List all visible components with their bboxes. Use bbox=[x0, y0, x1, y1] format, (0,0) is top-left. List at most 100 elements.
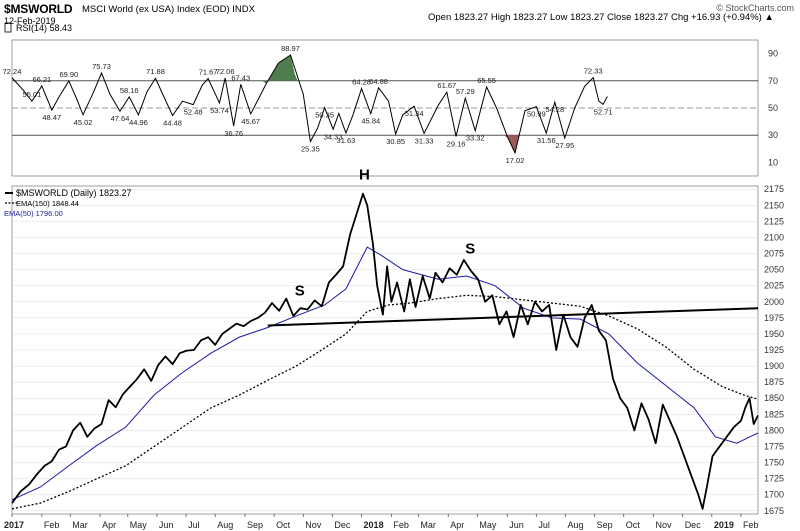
rsi-line bbox=[11, 54, 608, 155]
price-tick-label: 1750 bbox=[764, 458, 784, 468]
price-tick-label: 1900 bbox=[764, 361, 784, 371]
x-tick-label: Feb bbox=[743, 520, 759, 530]
x-tick-label: Jun bbox=[159, 520, 174, 530]
price-tick-label: 1925 bbox=[764, 345, 784, 355]
rsi-value-label: 65.55 bbox=[477, 76, 496, 85]
rsi-value-label: 88.97 bbox=[281, 44, 300, 53]
rsi-value-label: 30.85 bbox=[386, 137, 405, 146]
legend-entry: EMA(150) 1848.44 bbox=[16, 199, 79, 208]
price-tick-label: 1850 bbox=[764, 393, 784, 403]
x-tick-label: Sep bbox=[247, 520, 263, 530]
legend-entry: EMA(50) 1796.00 bbox=[4, 209, 63, 218]
rsi-value-label: 29.16 bbox=[447, 139, 466, 148]
price-tick-label: 1800 bbox=[764, 425, 784, 435]
price-tick-label: 2175 bbox=[764, 184, 784, 194]
rsi-value-label: 44.48 bbox=[163, 119, 182, 128]
ema50-line bbox=[11, 246, 759, 501]
rsi-value-label: 72.06 bbox=[216, 67, 235, 76]
x-tick-label: Jun bbox=[509, 520, 524, 530]
rsi-value-label: 54.28 bbox=[545, 105, 564, 114]
ema150-line bbox=[11, 294, 759, 510]
price-tick-label: 2075 bbox=[764, 249, 784, 259]
rsi-value-label: 31.56 bbox=[537, 136, 556, 145]
price-tick-label: 1950 bbox=[764, 329, 784, 339]
x-tick-label: Apr bbox=[102, 520, 116, 530]
rsi-value-label: 33.32 bbox=[466, 134, 485, 143]
x-tick-label: Aug bbox=[567, 520, 583, 530]
price-tick-label: 1825 bbox=[764, 409, 784, 419]
price-tick-label: 1725 bbox=[764, 474, 784, 484]
rsi-value-label: 36.76 bbox=[224, 129, 243, 138]
chart-description: MSCI World (ex USA) Index (EOD) INDX bbox=[82, 4, 255, 15]
price-line bbox=[11, 192, 759, 510]
x-tick-label: Jul bbox=[188, 520, 200, 530]
x-tick-label: 2019 bbox=[714, 520, 734, 530]
pattern-annotation: H bbox=[359, 167, 370, 184]
rsi-value-label: 75.73 bbox=[92, 62, 111, 71]
rsi-tick-label: 90 bbox=[768, 49, 778, 59]
x-tick-label: Apr bbox=[450, 520, 464, 530]
chart-date: 12-Feb-2019 bbox=[4, 16, 56, 26]
x-tick-label: May bbox=[130, 520, 148, 530]
chart-symbol: $MSWORLD bbox=[4, 2, 73, 16]
rsi-value-label: 51.34 bbox=[405, 109, 424, 118]
rsi-value-label: 71.67 bbox=[199, 68, 218, 77]
rsi-value-label: 27.95 bbox=[555, 141, 574, 150]
price-tick-label: 1775 bbox=[764, 441, 784, 451]
rsi-value-label: 64.28 bbox=[352, 78, 371, 87]
rsi-panel: 10 30 50 70 90 72.24 55.01 66.21 48.47 69.90 45.02… bbox=[3, 22, 778, 177]
rsi-value-label: 47.64 bbox=[111, 114, 130, 123]
rsi-tick-label: 10 bbox=[768, 157, 778, 167]
price-tick-label: 2100 bbox=[764, 232, 784, 242]
legend-entry: $MSWORLD (Daily) 1823.27 bbox=[16, 188, 132, 198]
rsi-legend-swatch bbox=[4, 22, 12, 33]
copyright: © StockCharts.com bbox=[716, 3, 794, 13]
rsi-value-label: 67.43 bbox=[231, 73, 250, 82]
rsi-value-label: 57.29 bbox=[456, 87, 475, 96]
ohlc-readout: Open 1823.27 High 1823.27 Low 1823.27 Cl… bbox=[428, 12, 774, 23]
neckline-trendline bbox=[267, 307, 759, 327]
x-tick-label: Nov bbox=[305, 520, 322, 530]
price-tick-label: 2000 bbox=[764, 297, 784, 307]
pattern-annotation: S bbox=[295, 282, 305, 299]
x-tick-label: Nov bbox=[656, 520, 673, 530]
x-tick-label: 2017 bbox=[4, 520, 24, 530]
price-tick-label: 1875 bbox=[764, 377, 784, 387]
rsi-value-label: 50.35 bbox=[315, 111, 334, 120]
x-tick-label: Feb bbox=[393, 520, 409, 530]
rsi-value-label: 72.33 bbox=[584, 67, 603, 76]
rsi-value-label: 58.16 bbox=[120, 86, 139, 95]
rsi-value-label: 25.35 bbox=[301, 145, 320, 154]
rsi-value-label: 45.84 bbox=[361, 117, 380, 126]
rsi-value-label: 61.67 bbox=[437, 81, 456, 90]
rsi-value-label: 50.99 bbox=[527, 110, 546, 119]
x-tick-label: Dec bbox=[685, 520, 702, 530]
price-panel: 1675 1700 1725 1750 1775 1800 1825 1850 1875 1900… bbox=[4, 167, 784, 530]
x-tick-label: Jul bbox=[538, 520, 550, 530]
price-tick-label: 1975 bbox=[764, 313, 784, 323]
rsi-tick-label: 50 bbox=[768, 103, 778, 113]
x-tick-label: Oct bbox=[626, 520, 641, 530]
rsi-title: RSI(14) 58.43 bbox=[16, 23, 72, 33]
rsi-value-label: 72.24 bbox=[3, 67, 22, 76]
x-tick-label: May bbox=[479, 520, 497, 530]
x-tick-label: Oct bbox=[276, 520, 291, 530]
x-tick-label: Mar bbox=[72, 520, 88, 530]
rsi-value-label: 66.21 bbox=[32, 75, 51, 84]
rsi-value-label: 44.96 bbox=[129, 118, 148, 127]
x-tick-label: Aug bbox=[217, 520, 233, 530]
x-tick-label: Dec bbox=[334, 520, 351, 530]
x-tick-label: Feb bbox=[44, 520, 60, 530]
rsi-value-label: 31.33 bbox=[415, 136, 434, 145]
rsi-value-label: 48.47 bbox=[42, 113, 61, 122]
price-tick-label: 2025 bbox=[764, 281, 784, 291]
rsi-value-label: 17.02 bbox=[506, 156, 525, 165]
price-tick-label: 1675 bbox=[764, 506, 784, 516]
price-tick-label: 2050 bbox=[764, 265, 784, 275]
rsi-value-label: 55.01 bbox=[23, 90, 42, 99]
rsi-tick-label: 30 bbox=[768, 130, 778, 140]
x-tick-label: Mar bbox=[420, 520, 436, 530]
rsi-value-label: 53.74 bbox=[210, 106, 229, 115]
x-tick-label: Sep bbox=[597, 520, 613, 530]
rsi-value-label: 52.71 bbox=[594, 107, 613, 116]
